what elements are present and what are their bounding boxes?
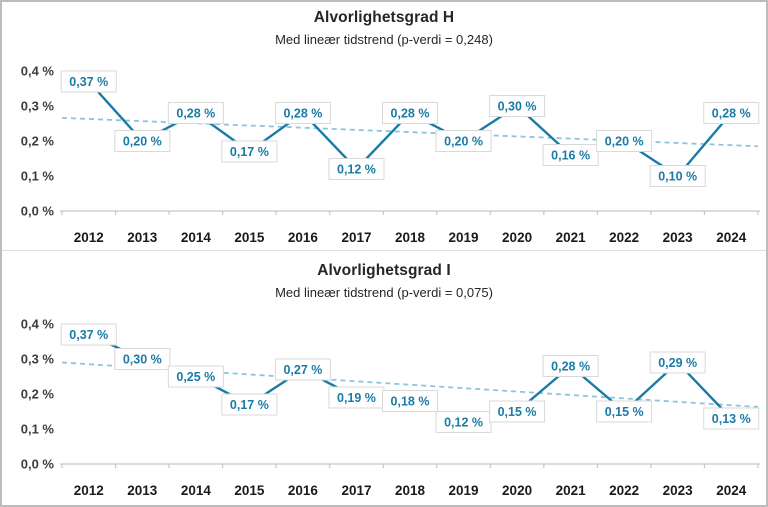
data-label: 0,37 % — [69, 328, 108, 342]
data-label-box — [649, 165, 706, 187]
data-label-box — [167, 102, 224, 124]
x-axis-tick-label: 2021 — [556, 483, 587, 498]
data-label: 0,25 % — [176, 370, 215, 384]
x-axis-tick-label: 2023 — [663, 230, 694, 245]
data-label: 0,28 % — [712, 107, 751, 121]
x-axis-tick-label: 2021 — [556, 230, 587, 245]
data-label: 0,16 % — [551, 149, 590, 163]
x-axis-tick-label: 2018 — [395, 483, 426, 498]
data-label: 0,28 % — [283, 107, 322, 121]
x-axis-tick-label: 2020 — [502, 483, 532, 498]
data-label-box — [703, 102, 760, 124]
plot-area: 0,0 % 0,1 % 0,2 % 0,3 % 0,4 % 2012 2013 2014 201… — [21, 317, 760, 498]
data-label-box — [328, 158, 385, 180]
data-label-box — [114, 130, 171, 152]
data-label-box — [382, 102, 438, 124]
data-label-box — [167, 365, 224, 388]
chart-subtitle: Med lineær tidstrend (p-verdi = 0,075) — [275, 285, 493, 300]
data-label: 0,17 % — [230, 398, 269, 412]
y-axis-tick-label: 0,3 % — [21, 352, 55, 367]
data-label: 0,12 % — [337, 163, 376, 177]
y-axis-tick-label: 0,2 % — [21, 134, 55, 149]
data-label-box — [274, 102, 331, 124]
data-label-box — [60, 70, 117, 93]
x-axis-tick-label: 2013 — [127, 230, 158, 245]
data-label-box — [274, 358, 331, 381]
data-label-box — [489, 400, 546, 423]
data-label: 0,30 % — [498, 100, 537, 114]
data-label: 0,10 % — [658, 170, 697, 184]
data-label-box — [221, 393, 278, 416]
x-axis-tick-label: 2022 — [609, 230, 639, 245]
chart-panel-alvorlighetsgrad-h: Alvorlighetsgrad H Med lineær tidstrend … — [2, 2, 766, 251]
x-axis-tick-label: 2023 — [663, 483, 694, 498]
y-axis-tick-label: 0,3 % — [21, 99, 55, 114]
y-axis-tick-label: 0,4 % — [21, 317, 55, 332]
data-label: 0,30 % — [123, 353, 162, 367]
data-label-box — [382, 390, 438, 412]
data-label: 0,20 % — [123, 135, 162, 149]
x-axis-tick-label: 2017 — [341, 230, 371, 245]
data-label: 0,20 % — [605, 135, 644, 149]
x-axis-tick-label: 2016 — [288, 230, 319, 245]
x-axis-tick-label: 2012 — [74, 230, 104, 245]
y-axis-tick-label: 0,4 % — [21, 64, 55, 79]
chart-title: Alvorlighetsgrad I — [317, 262, 451, 279]
data-label: 0,20 % — [444, 135, 483, 149]
data-label: 0,27 % — [283, 363, 322, 377]
chart-subtitle: Med lineær tidstrend (p-verdi = 0,248) — [275, 32, 493, 47]
plot-area: 0,0 % 0,1 % 0,2 % 0,3 % 0,4 % 2012 2013 2014 201… — [21, 64, 760, 245]
y-axis-tick-label: 0,1 % — [21, 169, 55, 184]
data-label: 0,18 % — [391, 395, 430, 409]
data-label: 0,28 % — [551, 360, 590, 374]
x-axis-tick-label: 2014 — [181, 483, 212, 498]
data-label-box — [542, 355, 599, 377]
x-axis-tick-label: 2018 — [395, 230, 426, 245]
chart-title: Alvorlighetsgrad H — [313, 9, 455, 26]
data-label-box — [542, 144, 599, 166]
data-label-box — [435, 130, 492, 152]
x-axis-tick-label: 2012 — [74, 483, 104, 498]
x-axis-tick-label: 2013 — [127, 483, 158, 498]
data-label: 0,15 % — [605, 405, 644, 419]
x-axis-tick-label: 2022 — [609, 483, 639, 498]
data-label: 0,13 % — [712, 412, 751, 426]
data-label: 0,28 % — [176, 107, 215, 121]
data-label-box — [114, 348, 171, 370]
data-label-box — [60, 323, 117, 346]
x-axis-tick-label: 2020 — [502, 230, 532, 245]
y-axis-tick-label: 0,0 % — [21, 204, 55, 219]
data-label-box — [649, 351, 706, 374]
y-axis-tick-label: 0,1 % — [21, 422, 55, 437]
x-axis-tick-label: 2014 — [181, 230, 212, 245]
x-axis-tick-label: 2015 — [234, 230, 265, 245]
data-label: 0,28 % — [391, 107, 430, 121]
x-axis-tick-label: 2017 — [341, 483, 371, 498]
x-axis-tick-label: 2019 — [449, 483, 479, 498]
y-axis-tick-label: 0,0 % — [21, 457, 55, 472]
x-axis-tick-label: 2015 — [234, 483, 265, 498]
data-label-box — [596, 130, 653, 152]
data-label: 0,37 % — [69, 75, 108, 89]
data-label: 0,12 % — [444, 416, 483, 430]
series-line — [87, 80, 733, 178]
x-axis-tick-label: 2024 — [716, 230, 747, 245]
data-label: 0,19 % — [337, 391, 376, 405]
data-label: 0,15 % — [498, 405, 537, 419]
chart-panel-alvorlighetsgrad-i: Alvorlighetsgrad I Med lineær tidstrend … — [2, 251, 766, 504]
data-label-box — [489, 95, 546, 117]
data-label: 0,17 % — [230, 145, 269, 159]
data-label-box — [703, 407, 760, 430]
x-axis-tick-label: 2016 — [288, 483, 319, 498]
data-label-box — [221, 140, 278, 163]
data-label: 0,29 % — [658, 356, 697, 370]
y-axis-tick-label: 0,2 % — [21, 387, 55, 402]
x-axis-tick-label: 2024 — [716, 483, 747, 498]
data-label-box — [596, 400, 653, 423]
x-axis-tick-label: 2019 — [449, 230, 479, 245]
